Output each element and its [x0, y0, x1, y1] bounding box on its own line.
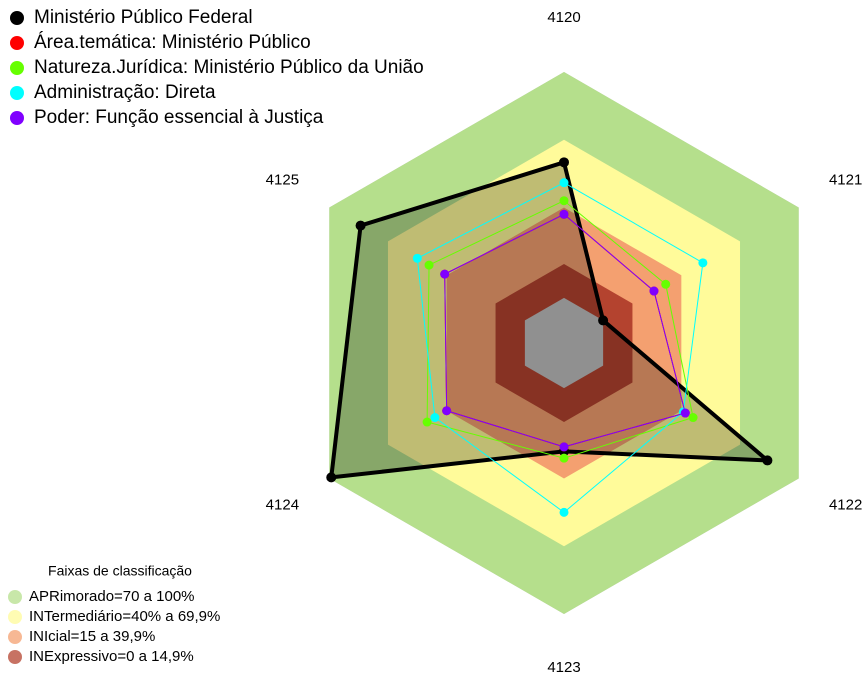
legend-marker — [10, 61, 24, 75]
legend-label: Ministério Público Federal — [34, 7, 253, 28]
data-point — [559, 507, 569, 517]
data-point — [698, 258, 708, 268]
data-point — [661, 279, 671, 289]
band-legend-marker — [8, 610, 22, 624]
data-point — [442, 406, 452, 416]
data-point — [559, 157, 569, 168]
legend-marker — [10, 86, 24, 100]
data-point — [680, 408, 690, 418]
data-point — [355, 220, 366, 231]
band-legend-marker — [8, 650, 22, 664]
data-point — [559, 178, 569, 188]
legend-marker — [10, 36, 24, 50]
axis-label: 4124 — [266, 497, 299, 514]
radar-center — [524, 297, 604, 389]
legend-marker — [10, 111, 24, 125]
data-point — [412, 253, 422, 263]
legend-label: Administração: Direta — [34, 82, 216, 103]
band-legend-marker — [8, 630, 22, 644]
axis-label: 4122 — [829, 497, 862, 514]
data-point — [326, 472, 337, 483]
data-point — [559, 453, 569, 463]
legend-marker — [10, 11, 24, 25]
band-legend-label: INTermediário=40% a 69,9% — [29, 608, 220, 625]
band-legend-label: APRimorado=70 a 100% — [29, 588, 195, 605]
band-legend-label: INIcial=15 a 39,9% — [29, 628, 155, 645]
band-legend-marker — [8, 590, 22, 604]
data-point — [422, 417, 432, 427]
data-point — [762, 455, 773, 466]
axis-label: 4125 — [266, 171, 299, 188]
bands-title: Faixas de classificação — [48, 563, 192, 579]
data-point — [598, 315, 609, 326]
legend-label: Poder: Função essencial à Justiça — [34, 107, 324, 128]
data-point — [688, 413, 698, 423]
data-point — [559, 196, 569, 206]
axis-label: 4120 — [547, 9, 580, 26]
data-point — [649, 286, 659, 296]
data-point — [430, 413, 440, 423]
band-legend-label: INExpressivo=0 a 14,9% — [29, 648, 194, 665]
axis-label: 4121 — [829, 171, 862, 188]
data-point — [424, 260, 434, 270]
data-point — [440, 269, 450, 279]
data-point — [559, 209, 569, 219]
axis-label: 4123 — [547, 659, 580, 673]
data-point — [559, 442, 569, 452]
legend-label: Natureza.Jurídica: Ministério Público da… — [34, 57, 424, 78]
legend-label: Área.temática: Ministério Público — [34, 32, 311, 53]
